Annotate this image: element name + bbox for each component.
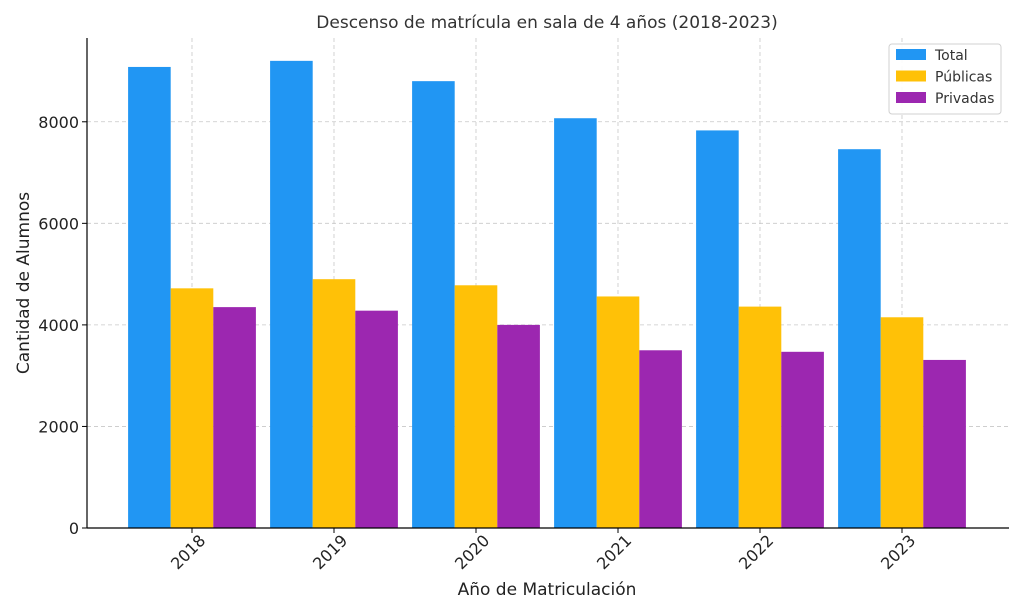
x-tick-label: 2019 (309, 531, 351, 573)
y-tick-label: 0 (69, 519, 79, 538)
legend-label: Privadas (935, 91, 994, 107)
x-tick-label: 2023 (877, 531, 919, 573)
x-ticks: 2018 2019 2020 2021 2022 2023 (167, 528, 919, 573)
legend: Total Públicas Privadas (888, 43, 1002, 115)
y-tick-label: 4000 (38, 316, 79, 335)
y-tick-label: 6000 (38, 214, 79, 233)
y-tick-label: 8000 (38, 113, 79, 132)
bar-privadas-2019 (355, 310, 398, 528)
bar-publicas-2020 (454, 285, 498, 528)
x-axis-title: Año de Matriculación (458, 580, 637, 600)
bar-publicas-2023 (880, 317, 924, 528)
bar-total-2022 (696, 130, 739, 529)
bar-privadas-2020 (497, 324, 540, 528)
legend-swatch (896, 70, 926, 82)
bar-publicas-2019 (312, 279, 356, 528)
y-ticks: 0 2000 4000 6000 8000 (38, 113, 87, 538)
x-tick-label: 2018 (167, 531, 209, 573)
legend-label: Total (934, 48, 968, 64)
bar-privadas-2018 (213, 307, 256, 528)
bar-total-2018 (128, 66, 171, 529)
bar-publicas-2018 (170, 288, 214, 528)
y-axis-title: Cantidad de Alumnos (14, 192, 34, 374)
bar-total-2020 (412, 81, 455, 529)
x-tick-label: 2021 (593, 531, 635, 573)
bar-total-2023 (838, 149, 881, 528)
y-tick-label: 2000 (38, 417, 79, 436)
bar-publicas-2021 (596, 296, 640, 528)
x-tick-label: 2022 (735, 531, 777, 573)
bar-publicas-2022 (738, 306, 782, 528)
bar-privadas-2021 (639, 350, 682, 528)
chart-title: Descenso de matrícula en sala de 4 años … (316, 13, 777, 33)
x-tick-label: 2020 (451, 531, 493, 573)
bars (128, 60, 966, 529)
legend-label: Públicas (935, 70, 992, 86)
bar-privadas-2023 (923, 359, 966, 528)
bar-total-2019 (270, 60, 313, 529)
bar-total-2021 (554, 118, 597, 529)
legend-swatch (896, 49, 926, 60)
legend-swatch (896, 92, 926, 103)
bar-privadas-2022 (781, 351, 824, 528)
